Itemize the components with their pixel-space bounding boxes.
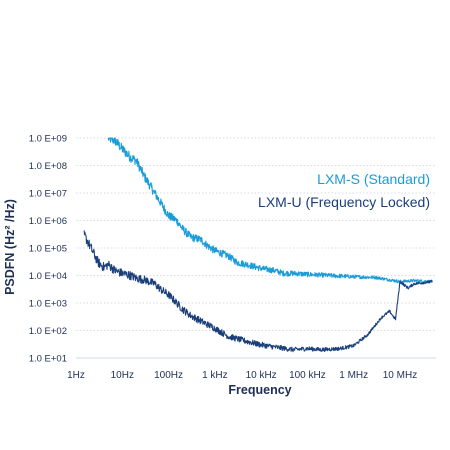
y-tick-label: 1.0 E+01 xyxy=(29,354,67,365)
y-tick-label: 1.0 E+09 xyxy=(29,134,67,145)
y-tick-label: 1.0 E+02 xyxy=(29,326,67,337)
y-tick-labels: 1.0 E+01 1.0 E+02 1.0 E+03 1.0 E+04 1.0 E+05… xyxy=(29,134,67,365)
x-axis-title: Frequency xyxy=(228,383,291,397)
series-lines xyxy=(83,137,433,353)
x-tick-label: 10 kHz xyxy=(246,370,277,381)
series-line-standard xyxy=(107,137,433,284)
y-tick-label: 1.0 E+08 xyxy=(29,161,67,172)
series-line-frequency-locked xyxy=(83,230,433,353)
x-tick-label: 1 kHz xyxy=(202,370,228,381)
x-tick-label: 100 kHz xyxy=(289,370,326,381)
grid xyxy=(76,137,436,331)
x-tick-labels: 1Hz 10Hz 100Hz 1 kHz 10 kHz 100 kHz 1 MHz 10 MH… xyxy=(67,370,417,381)
y-tick-label: 1.0 E+06 xyxy=(29,216,67,227)
y-axis-title: PSDFN (Hz² /Hz) xyxy=(3,199,17,295)
x-tick-label: 10 MHz xyxy=(383,370,417,381)
y-tick-label: 1.0 E+07 xyxy=(29,189,67,200)
y-tick-label: 1.0 E+03 xyxy=(29,299,67,310)
x-tick-label: 100Hz xyxy=(154,370,183,381)
legend-entry-frequency-locked: LXM-U (Frequency Locked) xyxy=(258,194,430,210)
legend-entry-standard: LXM-S (Standard) xyxy=(317,171,430,187)
y-tick-label: 1.0 E+05 xyxy=(29,244,67,255)
x-tick-label: 1 MHz xyxy=(339,370,368,381)
x-tick-label: 1Hz xyxy=(67,370,85,381)
x-tick-label: 10Hz xyxy=(111,370,134,381)
y-tick-label: 1.0 E+04 xyxy=(29,271,67,282)
